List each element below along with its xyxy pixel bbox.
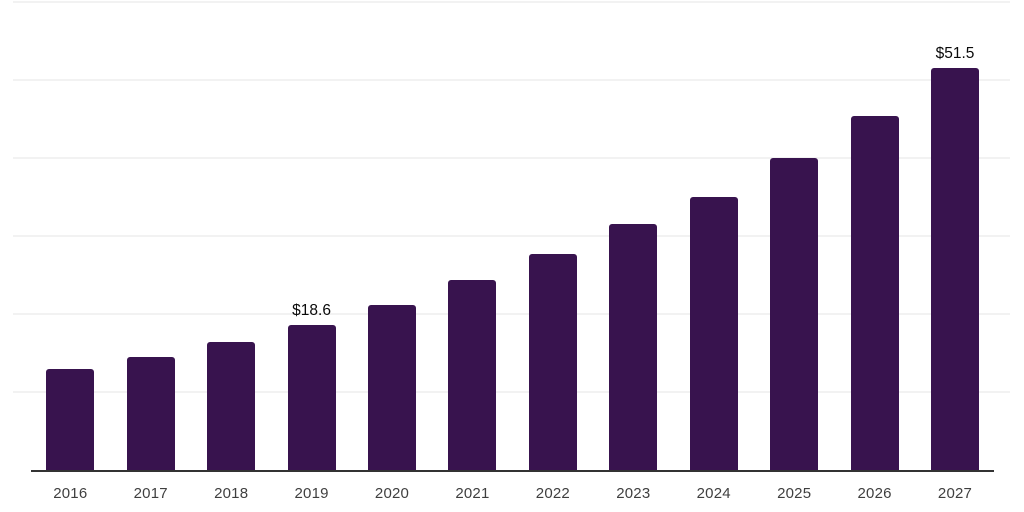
x-tick-label-2027: 2027 — [937, 485, 973, 502]
bar-2019 — [287, 324, 336, 470]
bar-2022 — [528, 253, 577, 470]
bar-2025 — [770, 158, 819, 470]
x-tick-label-2020: 2020 — [374, 485, 410, 502]
gridline-60 — [13, 1, 1010, 3]
x-tick-label-2024: 2024 — [696, 485, 731, 502]
gridline-10 — [13, 391, 1010, 393]
x-tick-label-2025: 2025 — [777, 485, 812, 502]
gridline-30 — [13, 235, 1010, 237]
x-tick-label-2023: 2023 — [616, 485, 651, 502]
bar-2023 — [609, 224, 658, 470]
bar-value-label-2027: $51.5 — [935, 45, 975, 63]
gridline-40 — [13, 157, 1010, 159]
bar-2018 — [207, 342, 256, 470]
bar-2016 — [46, 368, 95, 470]
x-tick-label-2019: 2019 — [294, 485, 329, 502]
x-tick-label-2021: 2021 — [455, 485, 490, 502]
bar-2027 — [931, 68, 980, 470]
bar-2020 — [368, 304, 417, 470]
x-tick-label-2026: 2026 — [857, 485, 892, 502]
x-tick-label-2018: 2018 — [214, 485, 249, 502]
x-tick-label-2016: 2016 — [53, 485, 88, 502]
gridline-50 — [13, 79, 1010, 81]
x-tick-label-2022: 2022 — [535, 485, 570, 502]
x-tick-label-2017: 2017 — [133, 485, 168, 502]
gridline-20 — [13, 313, 1010, 315]
bar-2026 — [850, 115, 899, 470]
bar-2024 — [689, 197, 738, 470]
x-axis-line — [31, 470, 994, 472]
bar-2021 — [448, 279, 497, 470]
bar-value-label-2019: $18.6 — [292, 301, 331, 319]
bar-2017 — [126, 356, 175, 470]
